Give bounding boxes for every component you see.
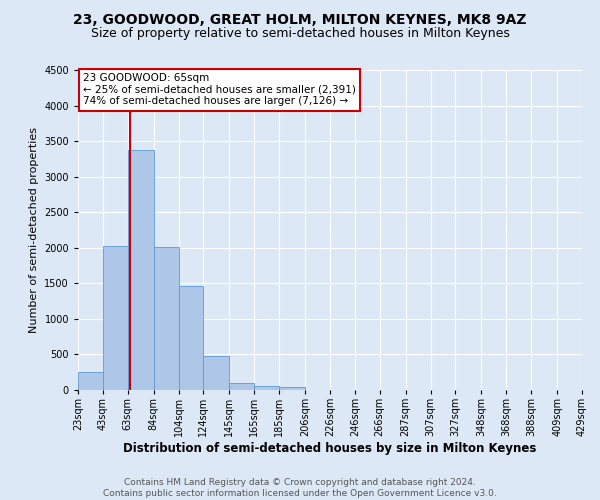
Bar	[229, 383, 254, 390]
X-axis label: Distribution of semi-detached houses by size in Milton Keynes: Distribution of semi-detached houses by …	[124, 442, 536, 455]
Text: Size of property relative to semi-detached houses in Milton Keynes: Size of property relative to semi-detach…	[91, 28, 509, 40]
Bar	[179, 286, 203, 390]
Bar	[103, 246, 128, 390]
Text: 23, GOODWOOD, GREAT HOLM, MILTON KEYNES, MK8 9AZ: 23, GOODWOOD, GREAT HOLM, MILTON KEYNES,…	[73, 12, 527, 26]
Text: Contains HM Land Registry data © Crown copyright and database right 2024.
Contai: Contains HM Land Registry data © Crown c…	[103, 478, 497, 498]
Bar	[128, 150, 154, 390]
Bar	[203, 356, 229, 390]
Bar	[154, 247, 179, 390]
Text: 23 GOODWOOD: 65sqm
← 25% of semi-detached houses are smaller (2,391)
74% of semi: 23 GOODWOOD: 65sqm ← 25% of semi-detache…	[83, 73, 356, 106]
Bar	[254, 386, 279, 390]
Bar	[279, 387, 305, 390]
Bar	[78, 372, 103, 390]
Y-axis label: Number of semi-detached properties: Number of semi-detached properties	[29, 127, 38, 333]
